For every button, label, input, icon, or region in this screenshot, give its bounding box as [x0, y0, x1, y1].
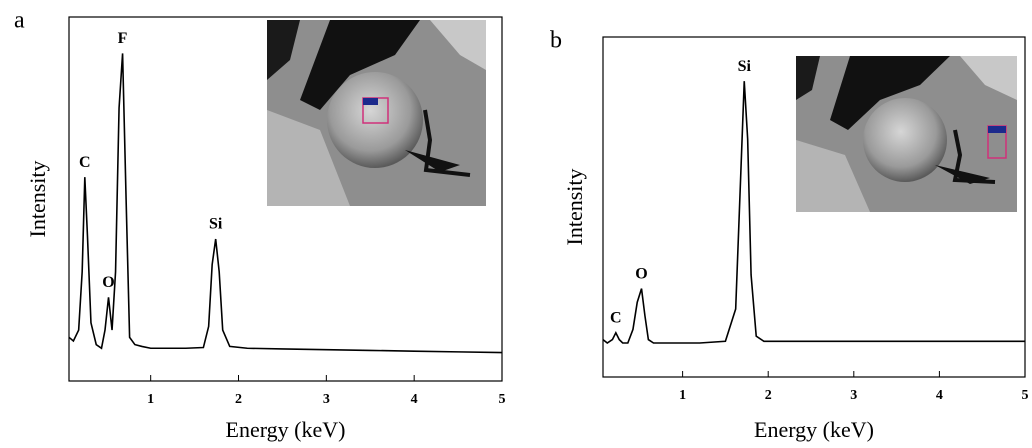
x-tick-label: 2: [765, 388, 772, 403]
plot-frame: [602, 36, 1026, 378]
peak-label: O: [102, 274, 114, 291]
x-tick-label: 3: [323, 392, 330, 407]
panel-label: a: [14, 8, 25, 34]
sem-inset: [267, 20, 486, 206]
panel-label: b: [550, 28, 562, 54]
peak-label: Si: [209, 216, 223, 233]
peak-label: C: [79, 154, 91, 171]
x-axis-label: Energy (keV): [754, 417, 874, 442]
sem-inset: [796, 56, 1017, 212]
x-tick-label: 3: [850, 388, 857, 403]
x-tick-label: 1: [679, 388, 686, 403]
x-tick-label: 4: [411, 392, 418, 407]
plot-frame: [68, 16, 503, 382]
x-tick-label: 2: [235, 392, 242, 407]
x-tick-label: 4: [936, 388, 943, 403]
peak-label: F: [118, 30, 128, 47]
y-axis-label: Intensity: [562, 169, 587, 246]
y-axis-label: Intensity: [25, 161, 50, 238]
x-tick-label: 5: [1022, 388, 1029, 403]
x-tick-label: 1: [147, 392, 154, 407]
peak-label: C: [610, 309, 622, 326]
peak-label: O: [635, 265, 647, 282]
spectrum-line: [602, 81, 1025, 344]
x-axis-label: Energy (keV): [226, 417, 346, 442]
spectrum-line: [68, 53, 503, 354]
x-tick-label: 5: [499, 392, 506, 407]
peak-label: Si: [738, 58, 752, 75]
